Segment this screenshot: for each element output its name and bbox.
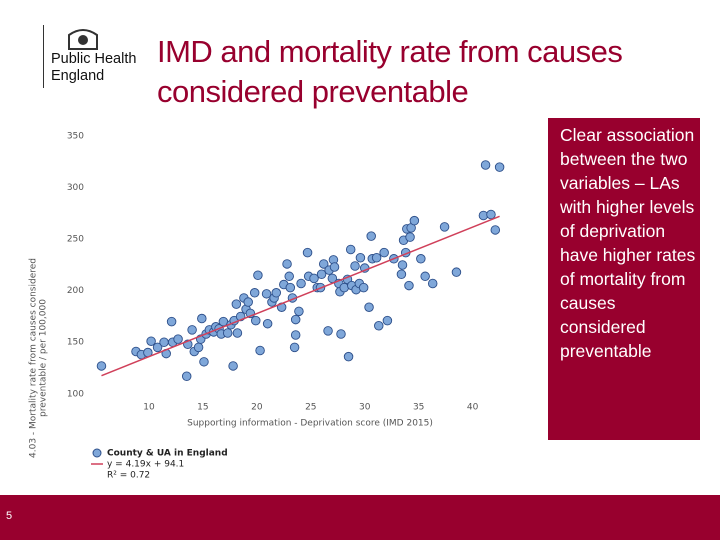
point (343, 351, 354, 362)
point (253, 270, 263, 281)
crest (68, 29, 98, 50)
y-tick-label: 250 (67, 235, 84, 245)
point (371, 253, 382, 263)
y-tick-label: 150 (67, 338, 84, 348)
x-tick-label: 30 (359, 403, 371, 413)
point (251, 315, 261, 326)
point (187, 325, 197, 335)
point (284, 271, 294, 282)
legend-marker (92, 448, 102, 458)
logo-text: England (51, 68, 105, 84)
point (336, 329, 346, 339)
point (285, 282, 296, 293)
point (350, 261, 360, 271)
x-axis-title: Supporting information - Deprivation sco… (187, 419, 433, 429)
point (243, 297, 253, 307)
y-axis-title: preventable / per 100,000 (39, 299, 49, 417)
point (404, 280, 414, 291)
point (232, 328, 243, 338)
point (181, 371, 192, 381)
point (364, 302, 374, 312)
side-panel: Clear association between the two variab… (548, 118, 700, 440)
point (490, 225, 501, 235)
point (355, 253, 366, 263)
legend-label: y = 4.19x + 94.1 (107, 460, 184, 470)
legend-label: County & UA in England (107, 449, 228, 459)
point (439, 222, 450, 232)
point (318, 259, 329, 269)
logo-text: Public Health (51, 51, 137, 67)
legend-label: R² = 0.72 (107, 471, 150, 481)
point (290, 330, 301, 340)
point (382, 315, 393, 326)
y-tick-label: 300 (67, 183, 84, 193)
y-axis-title: 4.03 - Mortality rate from causes consid… (29, 258, 39, 458)
point (416, 254, 426, 264)
slide-number: 5 (6, 510, 13, 522)
point (255, 345, 265, 356)
x-tick-label: 20 (251, 403, 263, 413)
point (345, 244, 356, 255)
chart: 4.03 - Mortality rate from causes consid… (29, 132, 505, 481)
point (199, 357, 209, 367)
point (379, 247, 389, 258)
x-tick-label: 25 (305, 403, 316, 413)
y-tick-label: 200 (67, 286, 84, 296)
x-tick-label: 10 (143, 403, 155, 413)
point (374, 321, 384, 331)
x-tick-label: 15 (197, 403, 208, 413)
point (282, 259, 292, 269)
point (329, 262, 340, 272)
point (231, 299, 242, 309)
point (397, 260, 408, 270)
point (405, 232, 415, 242)
point (289, 342, 300, 353)
point (173, 334, 183, 344)
x-tick-label: 40 (467, 403, 479, 413)
point (309, 273, 319, 284)
point (323, 326, 333, 336)
point (409, 215, 420, 226)
point (249, 288, 260, 298)
point (228, 361, 238, 371)
point (420, 271, 430, 282)
point (96, 361, 107, 371)
point (302, 247, 313, 258)
logo: Public Health England (43, 25, 136, 88)
point (296, 278, 306, 289)
point (193, 342, 204, 353)
slide-title: IMD and mortality rate from causes consi… (157, 34, 623, 109)
x-tick-label: 35 (413, 403, 424, 413)
trend-line (101, 215, 500, 377)
point (396, 269, 407, 279)
y-tick-label: 100 (67, 389, 84, 399)
side-note: Clear association between the two variab… (560, 125, 696, 361)
point (197, 313, 207, 324)
point (222, 328, 233, 338)
point (271, 288, 282, 298)
point (486, 209, 496, 220)
footer: 5 (0, 495, 720, 540)
point (366, 231, 376, 241)
point (262, 318, 273, 329)
point (294, 306, 304, 317)
point (146, 336, 156, 346)
point (494, 162, 505, 172)
point (261, 289, 272, 299)
point (152, 342, 163, 353)
point (316, 269, 327, 279)
point (290, 314, 301, 325)
point (480, 160, 491, 170)
point (451, 267, 462, 277)
point (166, 316, 177, 327)
point (358, 282, 369, 293)
y-tick-label: 350 (67, 132, 84, 142)
point (427, 278, 438, 289)
point (159, 337, 169, 347)
